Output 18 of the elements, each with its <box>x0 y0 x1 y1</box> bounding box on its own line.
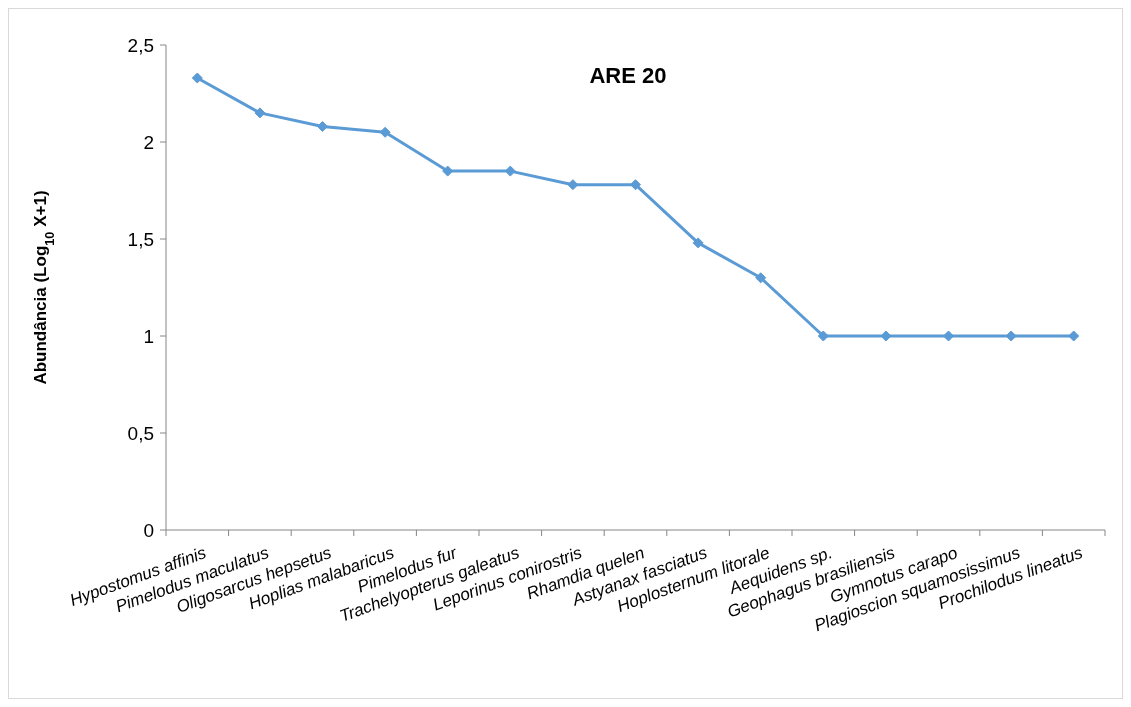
y-tick-label: 1,5 <box>127 228 154 250</box>
point <box>191 72 203 84</box>
point <box>379 126 391 138</box>
point <box>1068 330 1080 342</box>
point <box>630 179 641 191</box>
y-tick-label: 2,5 <box>127 34 154 56</box>
text: ARE 20 <box>589 63 667 88</box>
point <box>943 330 954 342</box>
point <box>567 179 579 191</box>
y-tick-label: 2 <box>143 131 154 153</box>
point <box>317 120 328 132</box>
point <box>755 272 767 284</box>
point <box>692 237 704 249</box>
y-tick-label: 0 <box>143 519 154 541</box>
point <box>254 107 266 119</box>
point <box>817 330 829 342</box>
y-tick-label: 0,5 <box>127 422 154 444</box>
y-tick-label: 1 <box>143 325 154 347</box>
